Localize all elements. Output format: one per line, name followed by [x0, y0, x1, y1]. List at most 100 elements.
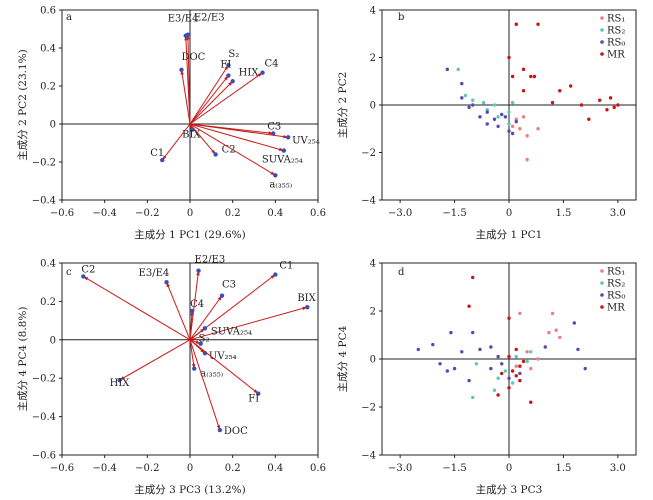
panel-b-scatter-point-rs0 — [510, 131, 515, 136]
panel-b: b −3.0 −1.5 0 1.5 3.0 −4 −2 0 2 4 主成分 1 PC1 主成分 2 P… — [337, 6, 637, 241]
panel-d-scatter-point-rs1 — [536, 357, 540, 361]
panel-d-scatter-point-mr — [514, 374, 518, 378]
panel-a-ylabel: 主成分 2 PC2 (23.1%) — [17, 49, 29, 161]
panel-a-vector-point — [230, 79, 235, 84]
panel-a-vector-label: HIX — [239, 67, 260, 78]
panel-d-scatter-point-rs0 — [449, 330, 453, 335]
panel-d-scatter-point-rs0 — [452, 366, 457, 371]
panel-c-ytick-label: 0 — [50, 335, 56, 346]
panel-b-xtick-label: 3.0 — [610, 208, 626, 219]
panel-b-xtick-label: −3.0 — [388, 208, 412, 219]
panel-a-vector-label: SUVA₂₅₄ — [262, 155, 303, 166]
panel-d-scatter-point-rs0 — [489, 366, 493, 371]
panel-c-vector-point — [196, 268, 201, 273]
panel-d-scatter-point-rs1 — [558, 335, 562, 340]
panel-c-xlabel: 主成分 3 PC3 (13.2%) — [134, 484, 246, 496]
panel-b-scatter-point-mr — [550, 100, 555, 105]
panel-a-xtick-label: 0.2 — [225, 208, 241, 219]
panel-a-vector-label: C4 — [265, 59, 279, 70]
panel-b-scatter-point-rs2 — [456, 67, 460, 72]
panel-c-vector-point — [164, 280, 169, 285]
panel-a-vector-point — [226, 73, 231, 78]
panel-d-scatter-point-mr — [471, 275, 475, 280]
panel-c-xtick-label: 0 — [187, 463, 193, 474]
panel-a-letter: a — [66, 12, 72, 23]
panel-a-vector-label: C1 — [150, 148, 164, 159]
panel-d-scatter-point-rs2 — [503, 369, 508, 373]
panel-a: a −0.6 −0.4 −0.2 0 0.2 0.4 0.6−0.4−0.200.20.40… — [17, 6, 326, 242]
panel-c-vector-point — [192, 366, 197, 371]
panel-d-scatter-point-rs0 — [438, 362, 442, 366]
panel-b-scatter-point-rs2 — [481, 100, 486, 105]
panel-d-xtick-label: −3.0 — [388, 463, 412, 474]
panel-b-legend-marker-rs1 — [600, 16, 604, 20]
panel-a-ytick-label: −0.2 — [32, 158, 56, 169]
panel-c-vector-point — [217, 427, 223, 433]
panel-c-ytick-label: 0.2 — [40, 297, 56, 308]
panel-c-vector-label: HIX — [110, 378, 131, 389]
panel-d-scatter-point-rs0 — [518, 371, 522, 376]
panel-a-xtick-label: 0.6 — [310, 208, 326, 219]
panel-d-legend-label: MR — [607, 303, 625, 314]
panel-d-ytick-label: −2 — [361, 403, 376, 414]
panel-a-vector-label: DOC — [181, 52, 205, 63]
panel-d-xlabel: 主成分 3 PC3 — [476, 484, 543, 496]
panel-a-vector-label: C3 — [267, 122, 281, 133]
panel-a-vector-label: BIX — [182, 130, 201, 141]
panel-b-legend-marker-rs0 — [600, 40, 604, 44]
panel-d-scatter-point-rs1 — [547, 330, 551, 335]
panel-d-legend-label: RS₂ — [607, 279, 625, 290]
panel-c-vector-arrow — [166, 282, 191, 340]
panel-b-scatter-point-rs1 — [510, 124, 515, 129]
panel-b-scatter-point-mr — [510, 74, 515, 79]
panel-d-scatter-point-rs0 — [460, 350, 464, 354]
panel-c-vector-label: E2/E3 — [195, 255, 226, 266]
panel-b-scatter-point-rs0 — [485, 122, 489, 126]
panel-b-scatter-point-rs2 — [507, 110, 511, 114]
panel-a-vector-point — [281, 148, 287, 153]
panel-a-vector-arrow — [189, 80, 234, 125]
panel-a-vector-label: UV₂₅₄ — [292, 135, 320, 146]
panel-d-letter: d — [398, 267, 405, 278]
panel-a-vector-label: S₂ — [228, 49, 239, 60]
panel-b-scatter-point-mr — [612, 105, 616, 110]
panel-b-scatter-point-rs1 — [514, 117, 518, 121]
panel-d-scatter-point-mr — [467, 304, 471, 308]
panel-a-vector-arrow — [180, 69, 191, 125]
panel-d-scatter-point-rs0 — [583, 366, 587, 371]
panel-d-scatter-point-rs1 — [529, 366, 533, 371]
panel-b-scatter-point-rs0 — [496, 124, 500, 129]
panel-a-vector-point — [226, 62, 231, 68]
panel-c-vector-label: C4 — [190, 299, 204, 310]
panel-d-scatter-point-rs0 — [507, 376, 511, 380]
panel-b-ytick-label: 2 — [370, 53, 376, 64]
panel-b-scatter-point-rs0 — [467, 105, 471, 110]
panel-b-xtick-label: 1.5 — [555, 208, 571, 219]
panel-d-ylabel: 主成分 4 PC4 — [337, 325, 349, 392]
panel-b-scatter-point-mr — [536, 22, 540, 26]
panel-d-xtick-label: 3.0 — [610, 463, 626, 474]
panel-a-vector-arrow — [189, 123, 276, 176]
panel-d-ytick-label: 4 — [370, 259, 376, 270]
panel-b-letter: b — [398, 12, 404, 23]
panel-c-vector-label: S₂ — [199, 334, 210, 345]
panel-c-vector-point — [81, 274, 86, 279]
panel-d-scatter-point-rs1 — [554, 328, 558, 332]
panel-b-scatter-point-rs2 — [507, 122, 511, 126]
panel-d-xtick-label: 0 — [506, 463, 512, 474]
panel-c-vector-point — [117, 377, 122, 383]
panel-d-scatter-point-rs2 — [529, 350, 533, 354]
panel-a-ytick-label: 0 — [50, 120, 56, 131]
panel-b-scatter-point-mr — [532, 74, 537, 79]
panel-d-scatter-point-rs0 — [500, 362, 504, 366]
panel-b-scatter-point-mr — [608, 96, 613, 100]
panel-b-scatter-point-rs2 — [463, 93, 468, 98]
panel-b-xlabel: 主成分 1 PC1 — [476, 229, 543, 241]
panel-a-vector-arrow — [187, 34, 191, 125]
panel-d-scatter-point-rs2 — [514, 354, 518, 359]
panel-c-ytick-label: −0.2 — [32, 374, 56, 385]
panel-b-legend-label: RS₁ — [607, 14, 625, 25]
panel-d-ytick-label: −4 — [361, 451, 376, 462]
panel-c-vector-label: UV₂₅₄ — [209, 351, 237, 362]
